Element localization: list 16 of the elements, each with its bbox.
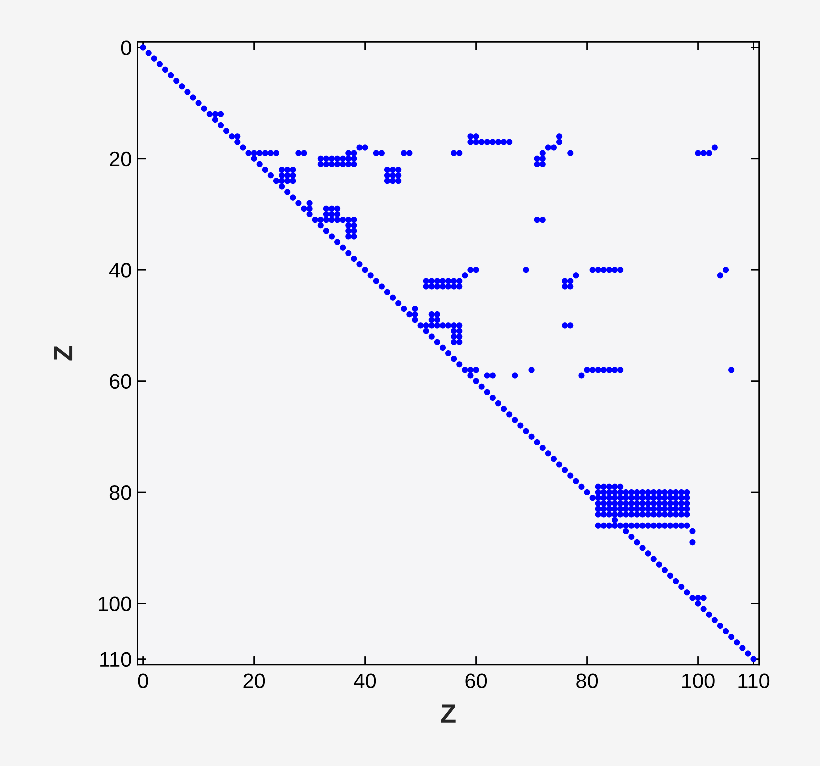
- y-tick-label: 110: [100, 652, 132, 668]
- y-tick-label: 40: [110, 263, 132, 278]
- y-tick-label: 0: [121, 40, 132, 56]
- y-tick-label: 100: [99, 596, 132, 612]
- y-tick-label: 20: [110, 152, 132, 167]
- y-tick-label: 60: [110, 374, 132, 390]
- x-tick-label: 20: [244, 674, 266, 689]
- x-tick-label: 0: [138, 674, 148, 689]
- x-axis-title: Z: [441, 704, 456, 723]
- x-tick-label: 60: [466, 674, 488, 689]
- x-tick-label: 100: [682, 674, 715, 689]
- x-tick-label: 80: [576, 674, 598, 689]
- y-tick-label: 80: [110, 486, 132, 500]
- y-axis-title: Z: [54, 346, 73, 361]
- x-tick-label: 110: [738, 674, 770, 689]
- x-tick-label: 40: [354, 674, 376, 689]
